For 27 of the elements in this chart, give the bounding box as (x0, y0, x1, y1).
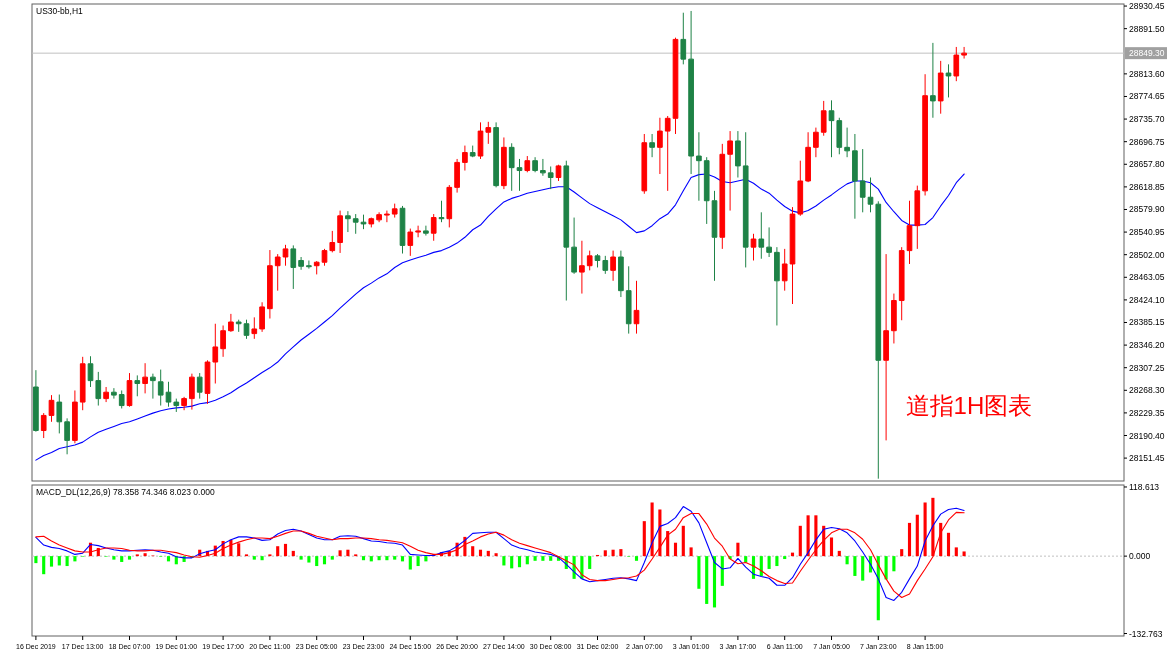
y-tick-label: 28502.00 (1129, 249, 1165, 260)
chart-title: MACD_DL(12,26,9) 78.358 74.346 8.023 0.000 (36, 487, 215, 497)
y-tick-label: 28190.40 (1129, 430, 1165, 441)
y-tick-label: 28346.20 (1129, 340, 1165, 351)
annotation: 道指1H图表 (905, 392, 1033, 420)
y-tick-label: 28735.70 (1129, 114, 1165, 125)
ref-line-label: 28849.30 (1129, 48, 1165, 59)
chart-title: US30-bb,H1 (36, 6, 84, 16)
y-tick-label: 28229.35 (1129, 407, 1165, 418)
y-tick-label: 28657.80 (1129, 159, 1165, 170)
y-tick-label: 28424.10 (1129, 294, 1165, 305)
y-tick-label: 28151.45 (1129, 453, 1165, 464)
y-tick-label: 28618.85 (1129, 181, 1165, 192)
y-tick-label: -132.763 (1129, 628, 1163, 639)
y-tick-label: 28813.60 (1129, 68, 1165, 79)
y-tick-label: 118.613 (1129, 481, 1160, 492)
y-tick-label: 28891.50 (1129, 23, 1165, 34)
y-tick-label: 28385.15 (1129, 317, 1165, 328)
y-tick-label: 28696.75 (1129, 136, 1165, 147)
y-tick-label: 28463.05 (1129, 272, 1165, 283)
y-tick-label: 28268.30 (1129, 385, 1165, 396)
y-tick-label: 28930.45 (1129, 1, 1165, 12)
y-tick-label: 28307.25 (1129, 362, 1165, 373)
y-tick-label: 28540.95 (1129, 227, 1165, 238)
y-tick-label: 0.000 (1129, 551, 1151, 562)
y-tick-label: 28774.65 (1129, 91, 1165, 102)
y-tick-label: 28579.90 (1129, 204, 1165, 215)
